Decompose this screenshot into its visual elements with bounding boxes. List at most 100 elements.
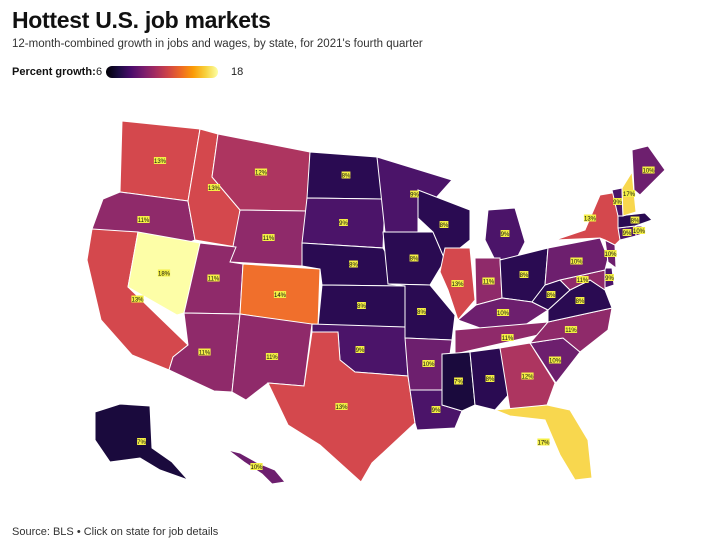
state-label-text: 10% xyxy=(633,229,646,235)
state-label-nc: 11% xyxy=(564,326,578,334)
state-label-bg xyxy=(341,171,351,179)
state-label-bg xyxy=(537,438,550,446)
state-label-sc: 10% xyxy=(548,356,562,365)
state-label-text: 8% xyxy=(342,174,351,180)
state-label-ky: 10% xyxy=(496,309,510,317)
state-label-bg xyxy=(153,157,167,164)
state-label-text: 13% xyxy=(154,159,167,165)
state-label-bg xyxy=(605,274,614,281)
state-label-bg xyxy=(548,356,562,364)
state-label-va: 8% xyxy=(575,297,585,305)
state-label-text: 11% xyxy=(263,236,275,242)
state-label-text: 11% xyxy=(577,278,589,284)
state-label-bg xyxy=(613,198,622,205)
state-label-ny: 13% xyxy=(583,214,597,223)
state-label-bg xyxy=(262,234,275,241)
state-label-text: 8% xyxy=(576,299,585,305)
state-label-text: 8% xyxy=(357,304,366,310)
state-label-bg xyxy=(632,227,646,234)
state-label-text: 9% xyxy=(432,408,441,414)
state-label-text: 7% xyxy=(454,380,463,386)
state-fl[interactable] xyxy=(494,404,593,481)
state-label-wa: 13% xyxy=(153,157,167,165)
state-label-ri: 10% xyxy=(632,227,646,235)
state-label-bg xyxy=(576,276,589,283)
state-label-bg xyxy=(250,463,263,470)
state-label-bg xyxy=(496,309,510,316)
state-label-text: 9% xyxy=(613,200,622,206)
state-label-bg xyxy=(454,377,463,385)
state-label-bg xyxy=(339,219,348,226)
state-label-bg xyxy=(519,271,529,278)
state-label-bg xyxy=(564,326,578,333)
legend-max-label: 18 xyxy=(231,66,244,78)
state-label-tx: 13% xyxy=(335,403,348,411)
state-label-text: 11% xyxy=(138,218,150,224)
state-label-text: 8% xyxy=(440,223,449,229)
state-label-la: 9% xyxy=(431,406,441,414)
state-label-text: 13% xyxy=(131,298,144,304)
state-label-mi: 9% xyxy=(500,230,510,238)
state-label-bg xyxy=(254,168,268,176)
state-label-ks: 8% xyxy=(357,302,367,310)
state-label-nj: 10% xyxy=(604,250,617,258)
state-label-nm: 11% xyxy=(265,353,278,361)
state-label-text: 11% xyxy=(502,336,514,342)
state-label-bg xyxy=(357,302,366,309)
state-label-bg xyxy=(349,260,358,268)
state-label-pa: 10% xyxy=(570,257,583,266)
state-label-wy: 11% xyxy=(262,234,275,242)
state-label-text: 8% xyxy=(486,377,495,383)
state-label-mo: 8% xyxy=(417,308,427,316)
state-label-al: 8% xyxy=(485,375,495,383)
state-label-text: 10% xyxy=(549,359,562,365)
state-label-bg xyxy=(521,372,534,380)
state-label-il: 13% xyxy=(451,280,464,288)
state-label-vt: 9% xyxy=(613,198,623,206)
state-label-bg xyxy=(131,295,144,303)
state-label-text: 12% xyxy=(521,375,534,381)
state-label-bg xyxy=(157,269,171,277)
state-label-text: 9% xyxy=(623,231,632,237)
state-label-de: 9% xyxy=(605,274,615,282)
state-label-mn: 9% xyxy=(410,190,420,199)
state-label-nd: 8% xyxy=(341,171,351,180)
state-label-bg xyxy=(410,190,419,198)
state-label-bg xyxy=(500,230,510,237)
state-label-text: 10% xyxy=(250,465,263,471)
state-label-wv: 8% xyxy=(546,291,556,299)
state-label-bg xyxy=(207,184,221,191)
source-note: Source: BLS • Click on state for job det… xyxy=(12,526,219,538)
state-label-wi: 8% xyxy=(439,221,449,229)
legend-min-label: 6 xyxy=(96,66,103,78)
state-label-text: 13% xyxy=(451,282,464,288)
state-label-bg xyxy=(273,291,287,298)
state-label-text: 11% xyxy=(199,351,211,357)
state-label-bg xyxy=(431,406,441,413)
state-label-text: 11% xyxy=(208,277,220,283)
state-label-text: 14% xyxy=(274,293,287,299)
state-label-text: 8% xyxy=(349,263,358,269)
state-label-ga: 12% xyxy=(521,372,534,381)
state-label-bg xyxy=(546,291,556,298)
state-label-bg xyxy=(422,360,435,367)
state-label-text: 11% xyxy=(565,328,577,334)
state-label-ma: 8% xyxy=(630,216,640,225)
legend-title: Percent growth: xyxy=(12,66,96,78)
state-label-text: 10% xyxy=(570,260,583,266)
state-label-bg xyxy=(409,254,419,262)
state-label-ar: 10% xyxy=(422,360,435,368)
legend-color-bar xyxy=(106,66,218,78)
state-label-bg xyxy=(137,438,146,445)
state-label-text: 8% xyxy=(547,293,556,299)
state-label-text: 17% xyxy=(537,441,550,447)
state-label-bg xyxy=(137,216,150,223)
state-label-text: 13% xyxy=(335,405,348,411)
state-label-id: 13% xyxy=(207,184,221,192)
state-label-ut: 11% xyxy=(207,274,220,283)
state-label-text: 10% xyxy=(642,169,655,175)
state-label-oh: 8% xyxy=(519,271,529,279)
state-label-bg xyxy=(485,375,495,382)
state-label-bg xyxy=(482,277,495,285)
state-label-text: 8% xyxy=(631,219,640,225)
